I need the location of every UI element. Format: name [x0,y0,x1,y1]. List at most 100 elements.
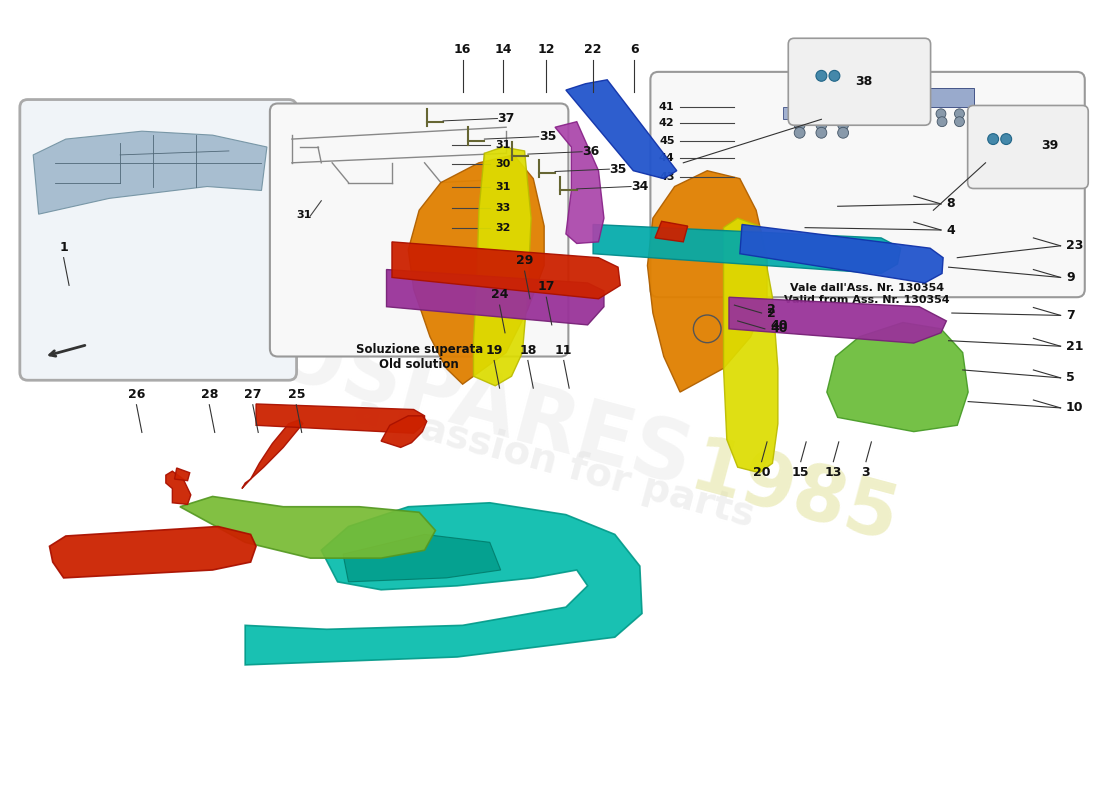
Polygon shape [256,404,425,434]
Text: 34: 34 [631,180,649,193]
FancyBboxPatch shape [20,99,297,380]
Text: 2: 2 [767,306,775,319]
Text: 22: 22 [584,43,602,56]
Polygon shape [783,107,870,119]
Polygon shape [33,131,267,214]
Text: 17: 17 [538,280,556,294]
Text: 45: 45 [1060,136,1076,146]
Text: 43: 43 [659,172,674,182]
Text: 28: 28 [200,388,218,401]
Text: 8: 8 [946,198,955,210]
Text: 1985: 1985 [682,432,906,558]
Polygon shape [381,416,427,447]
Polygon shape [593,225,901,274]
Circle shape [794,127,805,138]
Polygon shape [931,88,974,107]
Circle shape [794,119,805,130]
Text: 40: 40 [770,322,788,335]
Text: 44: 44 [1060,153,1076,163]
Text: 15: 15 [792,466,810,478]
Polygon shape [343,534,500,582]
Text: 6: 6 [630,43,639,56]
Text: 43: 43 [1060,172,1076,182]
Circle shape [816,119,827,130]
Circle shape [838,119,848,130]
Text: 23: 23 [1066,239,1083,252]
Text: 1: 1 [59,241,68,254]
Polygon shape [827,322,968,432]
Circle shape [937,117,947,126]
Polygon shape [166,471,190,504]
Text: 30: 30 [495,158,510,169]
Text: 35: 35 [539,130,557,143]
Text: 20: 20 [752,466,770,478]
Text: EUROSPARES: EUROSPARES [82,265,701,503]
Circle shape [838,127,848,138]
Text: 29: 29 [516,254,534,267]
Circle shape [988,134,999,145]
Text: 10: 10 [1066,402,1083,414]
Polygon shape [794,76,859,103]
Text: 31: 31 [296,210,311,220]
Text: 35: 35 [609,162,627,176]
Polygon shape [386,270,604,325]
Polygon shape [408,155,544,384]
Polygon shape [245,502,642,665]
Polygon shape [180,497,436,558]
Polygon shape [565,80,676,178]
Polygon shape [811,84,843,99]
Circle shape [955,109,965,118]
Text: 32: 32 [495,222,510,233]
Text: 31: 31 [495,182,510,191]
FancyBboxPatch shape [789,38,931,126]
Text: 38: 38 [855,75,872,88]
Text: 25: 25 [287,388,305,401]
Polygon shape [242,420,302,489]
Text: 4: 4 [946,223,955,237]
Text: 39: 39 [1041,139,1058,152]
Text: 27: 27 [244,388,262,401]
Polygon shape [654,222,688,242]
Text: 9: 9 [1066,271,1075,284]
Text: 2: 2 [767,303,775,316]
FancyBboxPatch shape [650,72,1085,298]
Polygon shape [175,468,189,481]
Text: 33: 33 [495,203,510,213]
Polygon shape [729,298,946,343]
Text: Vale dall'Ass. Nr. 130354
Valid from Ass. Nr. 130354: Vale dall'Ass. Nr. 130354 Valid from Ass… [784,283,950,305]
Polygon shape [392,242,620,298]
Polygon shape [648,170,767,392]
Text: 24: 24 [491,288,508,301]
Text: 12: 12 [538,43,556,56]
Text: 37: 37 [497,112,515,125]
Text: 11: 11 [556,343,572,357]
Text: 13: 13 [825,466,842,478]
Polygon shape [50,526,256,578]
FancyBboxPatch shape [270,103,569,357]
Circle shape [936,109,946,118]
FancyBboxPatch shape [968,106,1088,189]
Polygon shape [740,225,943,283]
Text: 18: 18 [519,343,537,357]
Polygon shape [473,147,531,386]
Circle shape [816,70,827,82]
Text: 7: 7 [1066,309,1075,322]
Text: 5: 5 [1066,371,1075,384]
Text: 45: 45 [659,136,674,146]
Text: 42: 42 [659,118,674,128]
Text: 14: 14 [494,43,512,56]
Circle shape [955,117,965,126]
Text: 40: 40 [770,319,788,332]
Text: Soluzione superata
Old solution: Soluzione superata Old solution [355,343,483,371]
Circle shape [829,70,840,82]
Text: 3: 3 [861,466,870,478]
Text: 44: 44 [659,153,674,163]
Text: 31: 31 [495,140,510,150]
Text: a passion for parts: a passion for parts [351,392,759,535]
Polygon shape [724,218,778,473]
Text: 41: 41 [659,102,674,113]
Text: 36: 36 [582,146,600,158]
Circle shape [816,127,827,138]
Text: 26: 26 [128,388,145,401]
Circle shape [1001,134,1012,145]
